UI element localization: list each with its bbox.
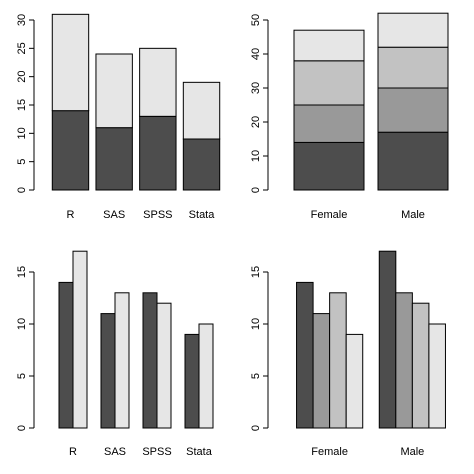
bar-segment-spss-1 (139, 115, 177, 191)
bar-male-2 (395, 292, 413, 429)
bar-spss-1 (142, 292, 158, 429)
x-category-label: SAS (103, 209, 125, 221)
y-tick-label: 20 (16, 71, 28, 83)
y-tick-label: 0 (16, 425, 28, 431)
bar-segment-female-4 (293, 29, 365, 62)
y-tick-label: 0 (250, 187, 262, 193)
x-category-label: SAS (104, 446, 126, 458)
bar-segment-r-1 (51, 110, 90, 191)
bar-female-2 (312, 313, 331, 429)
y-tick-label: 30 (16, 14, 28, 26)
bar-r-2 (72, 250, 88, 429)
bar-r-1 (58, 281, 74, 429)
bar-segment-male-2 (377, 87, 449, 133)
y-tick-label: 15 (250, 266, 262, 278)
y-tick-label: 0 (16, 187, 28, 193)
y-tick-label: 5 (250, 373, 262, 379)
y-tick-label: 15 (16, 266, 28, 278)
y-tick-label: 50 (250, 14, 262, 26)
bar-stata-1 (184, 333, 200, 429)
y-tick-label: 15 (16, 99, 28, 111)
bar-segment-female-3 (293, 60, 365, 106)
y-tick-label: 5 (16, 373, 28, 379)
y-tick-label: 5 (16, 159, 28, 165)
x-category-label: R (67, 209, 75, 221)
bar-segment-sas-1 (95, 127, 133, 191)
bar-segment-female-1 (293, 141, 365, 191)
y-tick-label: 0 (250, 425, 262, 431)
bar-segment-male-4 (377, 12, 449, 48)
y-tick-label: 10 (16, 127, 28, 139)
bar-segment-stata-1 (182, 138, 221, 191)
bar-segment-female-2 (293, 104, 365, 143)
x-category-label: SPSS (143, 209, 172, 221)
bar-segment-spss-2 (139, 47, 177, 117)
x-category-label: Female (311, 446, 348, 458)
y-tick-label: 30 (250, 82, 262, 94)
y-tick-label: 10 (16, 318, 28, 330)
bar-male-1 (378, 250, 397, 429)
bar-male-3 (411, 302, 430, 429)
y-tick-label: 25 (16, 42, 28, 54)
bar-sas-1 (100, 313, 116, 429)
stacked-bar-panel-software: 0 5 10 15 20 25 30 R SAS SPSS Stata (16, 13, 221, 221)
x-category-label: Stata (189, 209, 216, 221)
bar-segment-male-3 (377, 46, 449, 89)
bar-stata-2 (198, 323, 214, 429)
bar-female-3 (329, 292, 347, 429)
bar-sas-2 (114, 292, 130, 429)
y-tick-label: 20 (250, 116, 262, 128)
bar-spss-2 (156, 302, 172, 429)
x-category-label: Male (401, 209, 425, 221)
x-category-label: R (69, 446, 77, 458)
y-tick-label: 10 (250, 318, 262, 330)
stacked-bar-panel-gender: 0 10 20 30 40 50 Female Male (250, 12, 449, 221)
x-category-label: Male (400, 446, 424, 458)
grouped-bar-panel-software: 0 5 10 15 R SAS SPSS Stata (16, 250, 214, 458)
x-category-label: SPSS (142, 446, 171, 458)
y-tick-label: 10 (250, 150, 262, 162)
bar-female-1 (296, 281, 314, 429)
bar-segment-sas-2 (95, 53, 133, 129)
bar-male-4 (428, 323, 446, 429)
bar-segment-r-2 (51, 13, 90, 112)
y-tick-label: 40 (250, 48, 262, 60)
bar-female-4 (345, 333, 364, 429)
x-category-label: Stata (186, 446, 213, 458)
x-category-label: Female (311, 209, 348, 221)
bar-segment-male-1 (377, 131, 449, 191)
grouped-bar-panel-gender: 0 5 10 15 Female Male (250, 250, 446, 458)
bar-segment-stata-2 (182, 81, 221, 140)
